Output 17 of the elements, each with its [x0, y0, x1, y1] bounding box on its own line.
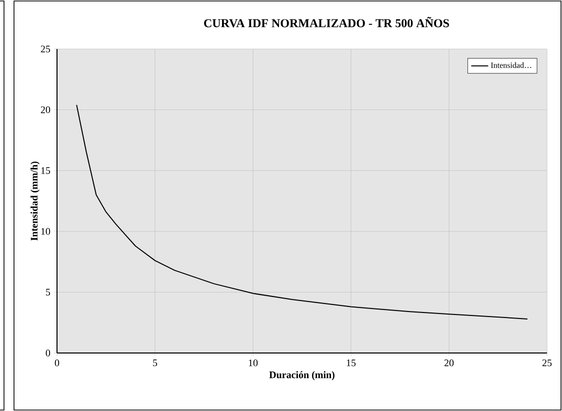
y-tick-label: 0 — [46, 350, 50, 356]
y-tick-label: 15 — [41, 167, 50, 174]
x-tick-label: 10 — [248, 360, 258, 366]
x-tick-label: 20 — [444, 360, 454, 366]
y-tick-label: 10 — [41, 228, 50, 235]
legend-label: Intensidad… — [491, 62, 532, 68]
chart-title: CURVA IDF NORMALIZADO - TR 500 AÑOS — [204, 16, 449, 28]
y-tick-label: 25 — [40, 46, 50, 52]
x-tick-label: 25 — [542, 360, 552, 366]
x-tick-label: 15 — [346, 360, 356, 366]
line-series — [76, 104, 528, 320]
y-tick-label: 20 — [40, 106, 50, 114]
x-axis-title: Duración (min) — [269, 371, 334, 380]
y-axis-title: Intensidad (mm/h) — [30, 162, 40, 241]
x-tick-label: 5 — [153, 360, 158, 366]
x-tick-label: 0 — [54, 360, 60, 366]
y-tick-label: 5 — [46, 288, 50, 296]
